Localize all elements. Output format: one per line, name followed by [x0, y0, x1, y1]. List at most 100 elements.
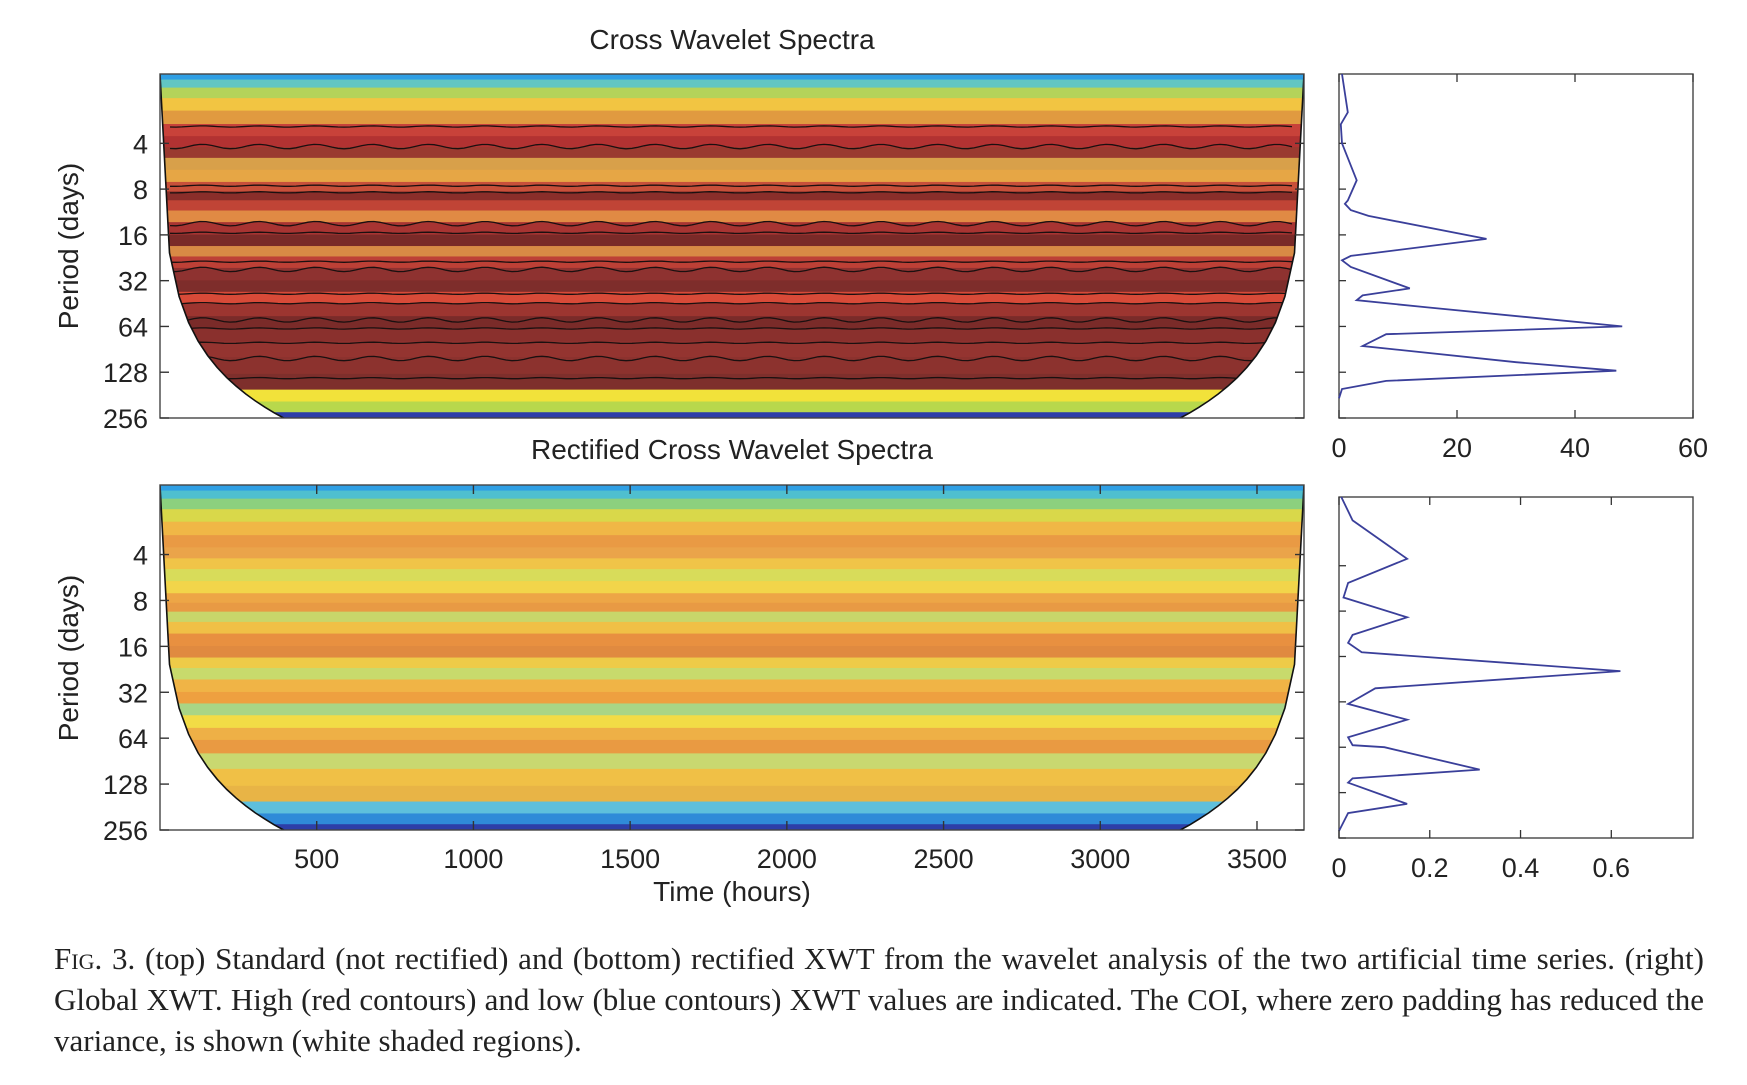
heatmap-band — [160, 657, 1304, 669]
x-tick-label: 1500 — [600, 844, 660, 874]
heatmap-band — [160, 485, 1304, 492]
heatmap-band — [160, 498, 1304, 510]
heatmap-band — [160, 191, 1304, 201]
top-y-axis-label: Period (days) — [53, 163, 84, 330]
heatmap-band — [160, 246, 1304, 258]
heatmap-band — [160, 785, 1304, 803]
y-tick-label: 8 — [133, 586, 148, 616]
heatmap-band — [160, 136, 1304, 148]
y-tick-label: 128 — [103, 358, 148, 388]
heatmap-band — [160, 691, 1304, 705]
heatmap-band — [160, 824, 1304, 830]
contour-line — [169, 231, 1293, 235]
heatmap-band — [160, 535, 1304, 548]
bottom-heatmap — [160, 485, 1304, 830]
heatmap-band — [160, 558, 1304, 570]
y-tick-label: 32 — [118, 678, 148, 708]
heatmap-band — [160, 703, 1304, 716]
heatmap-band — [160, 210, 1304, 223]
heatmap-band — [160, 147, 1304, 159]
contour-line — [169, 260, 1293, 263]
bottom-chart-title: Rectified Cross Wavelet Spectra — [531, 434, 933, 465]
heatmap-band — [160, 679, 1304, 693]
contour-line — [169, 143, 1293, 150]
bottom-x-axis: 500 1000 1500 2000 2500 3000 3500 — [294, 485, 1287, 874]
caption-label: Fig. 3. — [54, 941, 136, 976]
x-tick-label: 3000 — [1070, 844, 1130, 874]
y-tick-label: 16 — [118, 632, 148, 662]
contour-line — [170, 341, 1293, 345]
top-global-y-axis — [1339, 142, 1346, 419]
heatmap-band — [160, 602, 1304, 613]
contour-line — [169, 220, 1293, 227]
contour-line — [170, 292, 1293, 295]
heatmap-band — [160, 389, 1304, 403]
bottom-heatmap-frame — [159, 484, 1305, 831]
heatmap-band — [160, 581, 1304, 594]
heatmap-band — [160, 569, 1304, 582]
global-x-tick-label: 60 — [1678, 433, 1708, 463]
heatmap-band — [160, 181, 1304, 193]
heatmap-band — [160, 280, 1304, 293]
heatmap-band — [160, 303, 1304, 317]
contour-line — [170, 376, 1293, 380]
top-global-xwt-line — [1338, 73, 1623, 399]
global-x-tick-label: 0 — [1331, 853, 1346, 883]
heatmap-band — [160, 593, 1304, 604]
top-y-axis: 4 8 16 32 64 128 256 — [103, 129, 1304, 434]
heatmap-band — [160, 490, 1304, 500]
contour-line — [169, 125, 1293, 128]
heatmap-band — [160, 739, 1304, 754]
heatmap-band — [160, 157, 1304, 171]
y-tick-label: 16 — [118, 221, 148, 251]
heatmap-band — [160, 521, 1304, 536]
heatmap-band — [160, 715, 1304, 729]
top-chart-title: Cross Wavelet Spectra — [589, 24, 875, 55]
bottom-y-axis-label: Period (days) — [53, 575, 84, 742]
heatmap-band — [160, 667, 1304, 681]
bottom-global-xwt-line — [1338, 496, 1621, 832]
heatmap-band — [160, 341, 1304, 358]
global-x-tick-label: 0.2 — [1411, 853, 1449, 883]
x-tick-label: 2500 — [914, 844, 974, 874]
heatmap-band — [160, 547, 1304, 559]
y-tick-label: 128 — [103, 770, 148, 800]
caption-text: (top) Standard (not rectified) and (bott… — [54, 941, 1704, 1058]
figure-caption: Fig. 3. (top) Standard (not rectified) a… — [54, 938, 1704, 1061]
contour-line — [170, 191, 1293, 194]
contour-line — [169, 301, 1293, 305]
figure-3: Cross Wavelet Spectra 4 8 16 32 64 128 256 Per… — [53, 24, 1708, 907]
heatmap-band — [160, 768, 1304, 787]
contour-line — [169, 355, 1293, 362]
contour-line — [170, 184, 1293, 187]
heatmap-band — [160, 753, 1304, 770]
y-tick-label: 64 — [118, 312, 148, 342]
heatmap-band — [160, 79, 1304, 89]
heatmap-band — [160, 98, 1304, 112]
y-tick-label: 8 — [133, 175, 148, 205]
contour-line — [169, 327, 1293, 330]
bottom-global-x-axis: 0 0.2 0.4 0.6 — [1331, 497, 1630, 883]
top-heatmap-frame — [159, 73, 1305, 419]
y-tick-label: 4 — [133, 129, 148, 159]
heatmap-band — [160, 621, 1304, 635]
y-tick-label: 64 — [118, 724, 148, 754]
heatmap-band — [160, 509, 1304, 523]
contour-line — [169, 266, 1293, 273]
x-tick-label: 3500 — [1227, 844, 1287, 874]
top-global-x-axis: 0 20 40 60 — [1331, 74, 1708, 463]
heatmap-band — [160, 801, 1304, 815]
heatmap-band — [160, 234, 1304, 247]
y-tick-label: 4 — [133, 541, 148, 571]
x-tick-label: 500 — [294, 844, 339, 874]
bottom-global-frame — [1338, 496, 1694, 839]
heatmap-band — [160, 813, 1304, 825]
heatmap-band — [160, 611, 1304, 623]
heatmap-band — [160, 291, 1304, 305]
y-tick-label: 32 — [118, 267, 148, 297]
heatmap-band — [160, 328, 1304, 343]
heatmap-band — [160, 412, 1304, 418]
heatmap-band — [160, 200, 1304, 212]
global-x-tick-label: 0.4 — [1502, 853, 1540, 883]
global-x-tick-label: 0.6 — [1593, 853, 1631, 883]
